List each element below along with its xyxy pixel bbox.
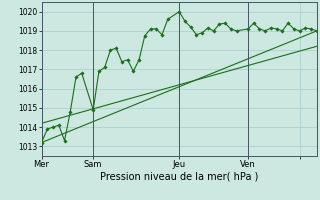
X-axis label: Pression niveau de la mer( hPa ): Pression niveau de la mer( hPa ) [100,172,258,182]
